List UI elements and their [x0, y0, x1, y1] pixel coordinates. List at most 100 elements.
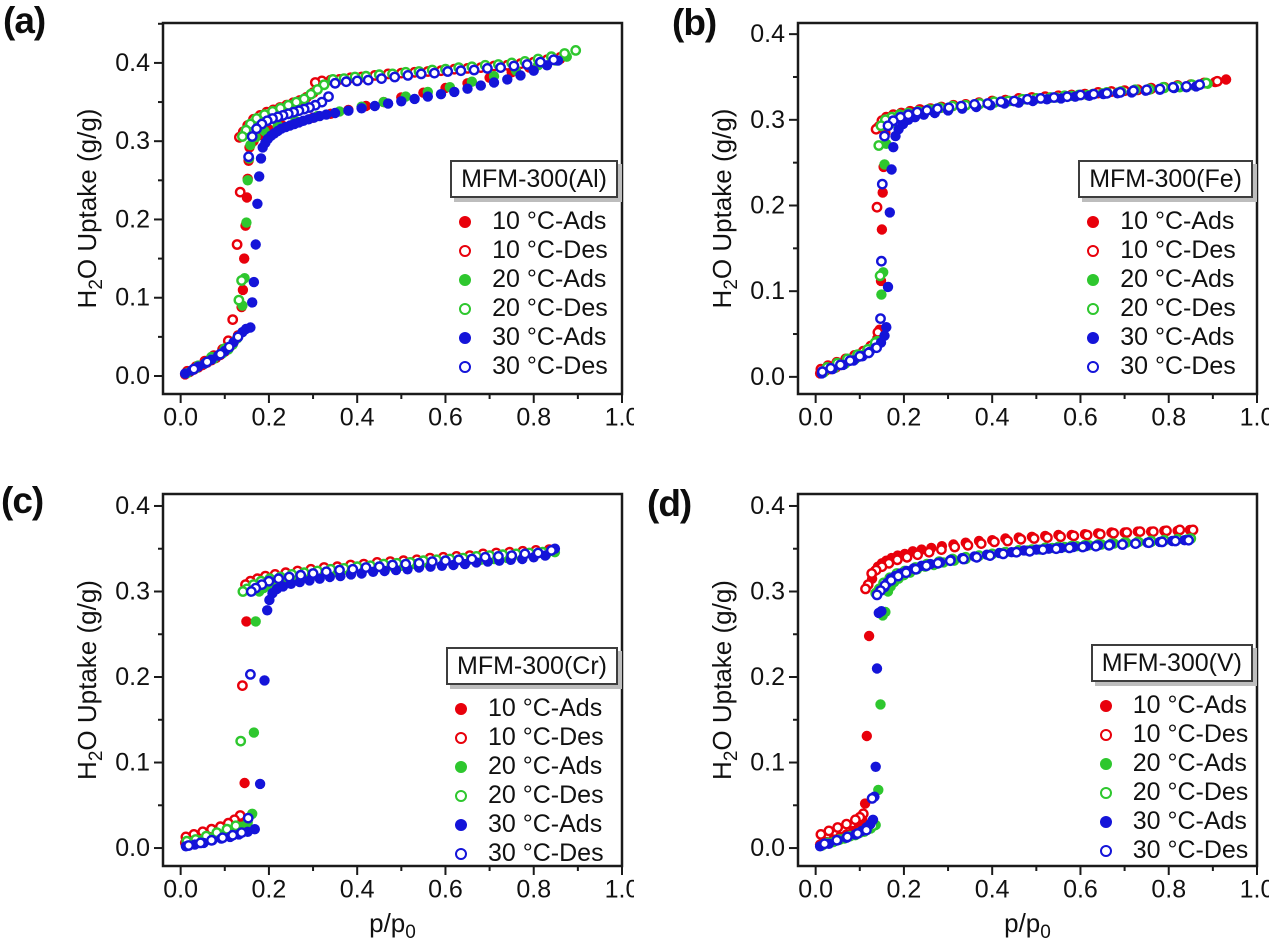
data-point [1094, 528, 1106, 540]
data-point [1101, 87, 1113, 99]
data-point [1121, 527, 1133, 538]
data-point [449, 86, 460, 98]
data-point [246, 131, 258, 142]
plot-border [161, 492, 624, 868]
data-point [351, 75, 363, 87]
legend-marker-filled-green-icon [459, 273, 472, 286]
data-point [911, 106, 923, 118]
y-tick-label: 0.4 [115, 49, 150, 77]
legend-marker-filled-red-icon [455, 702, 467, 715]
data-point [241, 616, 252, 627]
legend-label: 20 °C-Des [1120, 294, 1236, 322]
data-point [819, 838, 830, 850]
legend-row: 30 °C-Ads [450, 323, 606, 352]
data-point [1143, 537, 1155, 549]
data-point [1024, 545, 1036, 557]
data-point [997, 548, 1009, 560]
y-tick-label: 0.3 [750, 106, 785, 134]
legend-row: 20 °C-Ads [1091, 749, 1247, 778]
data-point [248, 727, 260, 738]
data-point [867, 814, 879, 825]
data-point [1130, 538, 1141, 550]
data-point [475, 80, 486, 91]
data-point [866, 568, 878, 579]
data-point [825, 362, 837, 374]
data-point [1077, 541, 1089, 553]
legend-marker-col [450, 273, 480, 286]
x-tick-label: 0.6 [1063, 876, 1098, 904]
data-point [886, 164, 897, 175]
series-10-c-des [815, 524, 1199, 840]
data-point [295, 569, 307, 581]
data-point [262, 605, 273, 616]
data-point [426, 556, 438, 568]
panel-letter: (b) [672, 2, 717, 43]
legend-marker-open-blue-icon [1087, 360, 1100, 373]
data-point [861, 730, 872, 742]
legend-marker-col [446, 731, 476, 744]
data-point [875, 313, 886, 324]
y-tick-label: 0.0 [750, 834, 785, 862]
y-axis [789, 33, 798, 378]
data-point [214, 348, 226, 360]
legend-row: 20 °C-Ads [450, 265, 606, 294]
data-point [982, 98, 994, 109]
panel-letter: (d) [647, 483, 692, 524]
data-point [1081, 529, 1093, 541]
data-point [876, 224, 888, 235]
data-point [871, 589, 883, 601]
legend-row: 30 °C-Des [450, 352, 608, 381]
x-tick-label: 0.4 [340, 404, 375, 432]
plot-border [796, 492, 1259, 868]
data-point [237, 586, 249, 597]
legend-label: 20 °C-Ads [492, 265, 607, 293]
data-point [1116, 539, 1128, 550]
legend-marker-filled-red-icon [1087, 215, 1100, 228]
y-tick-label: 0.0 [115, 362, 150, 390]
data-point [227, 829, 239, 841]
data-point [1154, 83, 1166, 95]
data-point [943, 102, 955, 114]
data-point [422, 91, 433, 102]
data-point [1088, 88, 1100, 100]
legend-label: 30 °C-Des [1120, 352, 1236, 380]
data-point [356, 103, 367, 114]
data-point [376, 73, 387, 85]
data-point [241, 217, 252, 228]
data-point [340, 76, 352, 88]
data-point [455, 65, 467, 77]
data-point [877, 187, 888, 198]
legend-marker-open-blue-icon [455, 847, 467, 860]
data-point [227, 314, 239, 325]
legend-marker-open-green-icon [1087, 302, 1100, 315]
data-point [921, 105, 933, 116]
legend-row: 10 °C-Ads [450, 207, 606, 236]
data-point [1181, 81, 1192, 92]
legend-row: 20 °C-Ads [1078, 265, 1234, 294]
data-point [343, 105, 354, 116]
data-point [1048, 92, 1060, 103]
data-point [236, 131, 248, 142]
legend-marker-col [1078, 273, 1108, 286]
data-point [387, 559, 398, 571]
data-point [230, 820, 242, 832]
legend-marker-open-green-icon [459, 302, 472, 315]
data-point [515, 70, 526, 81]
legend-marker-open-red-icon [459, 244, 472, 257]
data-point [519, 548, 531, 560]
data-point [874, 270, 886, 282]
x-tick-label: 0.6 [428, 404, 463, 432]
data-point [1194, 79, 1205, 91]
x-axis [179, 394, 623, 403]
data-point [242, 175, 253, 186]
x-axis [814, 866, 1258, 875]
data-point [188, 363, 200, 375]
y-tick-label: 0.2 [750, 663, 785, 691]
data-point [984, 550, 996, 562]
legend-row: 10 °C-Des [446, 723, 604, 752]
data-point [440, 555, 451, 567]
data-point [415, 68, 427, 80]
plot-border [796, 21, 1259, 396]
data-point [250, 239, 261, 250]
data-point [360, 562, 372, 573]
